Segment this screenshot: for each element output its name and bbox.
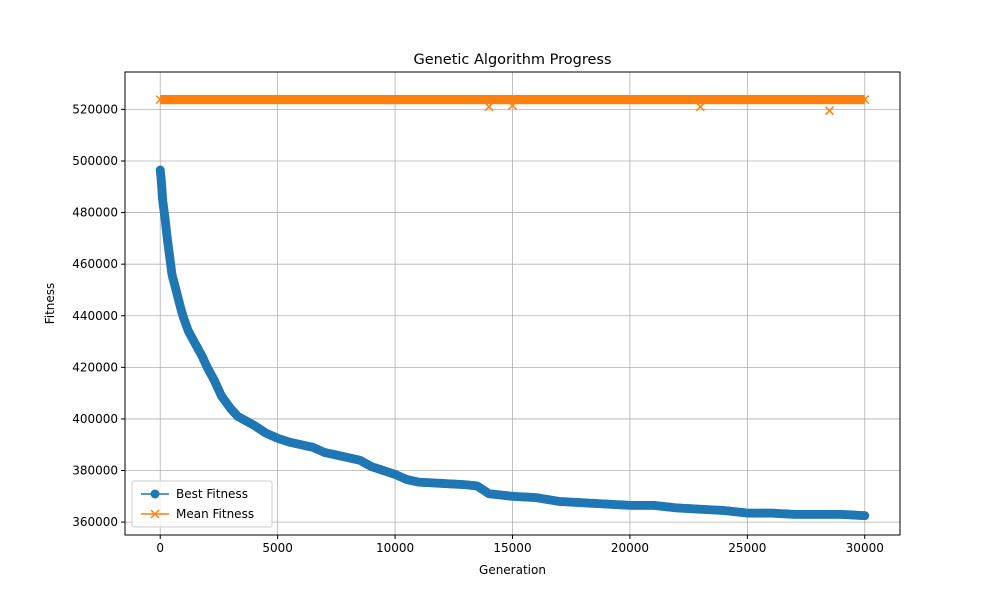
x-stroke bbox=[860, 95, 870, 105]
y-tick-label: 420000 bbox=[72, 360, 118, 374]
y-tick-label: 500000 bbox=[72, 154, 118, 168]
mean-fitness-point bbox=[155, 95, 165, 105]
x-tick-label: 0 bbox=[156, 541, 164, 555]
legend-circle bbox=[150, 489, 160, 499]
x-axis-ticks: 0 5000 10000 15000 20000 25000 30000 bbox=[156, 535, 884, 555]
x-stroke bbox=[150, 509, 160, 519]
y-axis-label: Fitness bbox=[43, 283, 57, 325]
legend-label-mean-fitness: Mean Fitness bbox=[176, 507, 254, 521]
x-stroke bbox=[484, 102, 494, 112]
mean-fitness-point bbox=[825, 106, 835, 116]
x-stroke bbox=[695, 102, 705, 112]
x-axis-label: Generation bbox=[479, 563, 546, 577]
y-tick-label: 440000 bbox=[72, 309, 118, 323]
legend-x-marker bbox=[150, 509, 160, 519]
y-tick-label: 400000 bbox=[72, 412, 118, 426]
y-tick-label: 360000 bbox=[72, 515, 118, 529]
best-fitness-point bbox=[860, 511, 870, 521]
series-layer bbox=[155, 94, 870, 521]
x-tick-label: 30000 bbox=[846, 541, 884, 555]
y-axis-ticks: 360000 380000 400000 420000 440000 460000 4800… bbox=[72, 102, 125, 529]
y-tick-label: 460000 bbox=[72, 257, 118, 271]
y-tick-label: 380000 bbox=[72, 464, 118, 478]
y-tick-label: 520000 bbox=[72, 102, 118, 116]
x-tick-label: 10000 bbox=[376, 541, 414, 555]
mean-fitness-point bbox=[860, 95, 870, 105]
x-tick-label: 20000 bbox=[611, 541, 649, 555]
legend-box bbox=[131, 480, 273, 528]
mean-fitness-point bbox=[507, 101, 518, 111]
legend: Best Fitness Mean Fitness bbox=[131, 480, 273, 528]
legend-marker-mean-fitness bbox=[141, 509, 169, 519]
x-tick-label: 15000 bbox=[493, 541, 531, 555]
series-best-fitness bbox=[155, 165, 870, 521]
legend-label-best-fitness: Best Fitness bbox=[176, 487, 248, 501]
x-stroke bbox=[825, 106, 835, 116]
chart-title: Genetic Algorithm Progress bbox=[413, 52, 611, 68]
x-tick-label: 25000 bbox=[728, 541, 766, 555]
mean-fitness-point bbox=[484, 102, 494, 112]
series-mean-fitness bbox=[155, 94, 870, 116]
y-tick-label: 480000 bbox=[72, 206, 118, 220]
x-stroke bbox=[507, 101, 518, 111]
legend-marker-best-fitness bbox=[141, 489, 169, 499]
x-tick-label: 5000 bbox=[262, 541, 293, 555]
mean-fitness-point bbox=[695, 102, 705, 112]
x-stroke bbox=[155, 95, 165, 105]
